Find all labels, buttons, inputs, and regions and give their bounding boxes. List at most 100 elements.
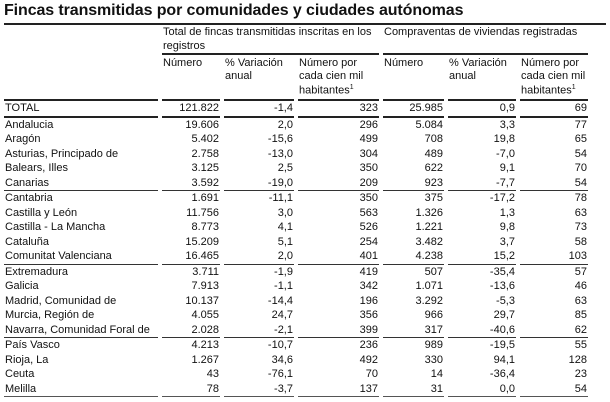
cell-value: 85 xyxy=(574,309,587,322)
cell-value: 2.758 xyxy=(191,147,219,160)
cell-value: -14,4 xyxy=(267,294,293,307)
cell-value: 7.913 xyxy=(191,280,219,293)
cell-value: 3.592 xyxy=(162,176,220,192)
cell-value: 19,8 xyxy=(493,133,515,146)
cell-value: 15.209 xyxy=(185,235,219,248)
table-row: Comunitat Valenciana 16.465 2,0 401 4.238 15,… xyxy=(4,249,588,265)
subheader-label: % Variación anual xyxy=(449,57,507,82)
cell-value: 15,2 xyxy=(448,249,516,265)
cell-value: 350 xyxy=(359,162,378,175)
cell-value: 63 xyxy=(574,206,587,219)
cell-value: 317 xyxy=(383,323,444,339)
region-name: Comunitat Valenciana xyxy=(4,249,158,265)
table-row: Asturias, Principado de 2.758 -13,0 304 489 -… xyxy=(4,147,588,162)
subheader-label: Número xyxy=(384,57,424,69)
cell-value: 34,6 xyxy=(271,353,293,366)
region-name: TOTAL xyxy=(4,101,158,118)
cell-value: 254 xyxy=(359,235,378,248)
table-row: Melilla 78 -3,7 137 31 0,0 54 xyxy=(4,382,588,398)
cell-value: 2,0 xyxy=(277,118,293,131)
cell-value: 989 xyxy=(424,339,443,352)
cell-value: 330 xyxy=(424,353,443,366)
region-name: Navarra, Comunidad Foral de xyxy=(4,323,158,339)
cell-value: -19,5 xyxy=(489,339,515,352)
cell-value: 128 xyxy=(568,353,587,366)
cell-value: -11,1 xyxy=(268,192,293,205)
region-name: Murcia, Región de xyxy=(5,309,95,322)
cell-value: 419 xyxy=(359,265,378,278)
cell-value: 296 xyxy=(359,118,378,131)
cell-value: 2.028 xyxy=(162,323,220,339)
cell-value: 492 xyxy=(359,353,378,366)
cell-value: 526 xyxy=(359,221,378,234)
cell-value: -15,6 xyxy=(267,133,293,146)
cell-value: 65 xyxy=(574,133,587,146)
region-name: Melilla xyxy=(4,382,158,398)
region-name: Ceuta xyxy=(5,368,35,381)
subheader-variacion: % Variación anual xyxy=(224,55,294,102)
cell-value: 57 xyxy=(574,265,587,278)
table-row: Cataluña 15.209 5,1 254 3.482 3,7 58 xyxy=(4,235,588,250)
cell-value: -35,4 xyxy=(489,265,515,278)
table-row: País Vasco 4.213 -10,7 236 989 -19,5 55 xyxy=(4,338,588,353)
cell-value: 121.822 xyxy=(162,101,220,118)
cell-value: -13,6 xyxy=(489,280,515,293)
cell-value: 966 xyxy=(424,309,443,322)
cell-value: 399 xyxy=(298,323,379,339)
subheader-por-cien-mil: Número por cada cien mil habitantes1 xyxy=(298,55,379,102)
cell-value: 9,8 xyxy=(499,221,515,234)
table-row: Castilla y León 11.756 3,0 563 1.326 1,3 63 xyxy=(4,206,588,221)
table-row: Rioja, La 1.267 34,6 492 330 94,1 128 xyxy=(4,353,588,368)
cell-value: 70 xyxy=(365,368,378,381)
subheader-label: Número por cada cien mil habitantes xyxy=(521,57,586,97)
cell-value: 1.071 xyxy=(415,280,443,293)
group-header-compraventas: Compraventas de viviendas registradas xyxy=(383,26,588,55)
cell-value: 19.606 xyxy=(185,118,219,131)
cell-value: 1,3 xyxy=(499,206,515,219)
cell-value: -1,1 xyxy=(274,280,293,293)
region-name: Extremadura xyxy=(5,265,68,278)
cell-value: 14 xyxy=(430,368,443,381)
subheader-row: Número % Variación anual Número por cada c… xyxy=(4,55,588,102)
cell-value: 54 xyxy=(520,382,588,398)
data-table: Total de fincas transmitidas inscritas e… xyxy=(0,26,592,398)
cell-value: 356 xyxy=(359,309,378,322)
table-row: Murcia, Región de 4.055 24,7 356 966 29,7 85 xyxy=(4,308,588,323)
table-row: Galicia 7.913 -1,1 342 1.071 -13,6 46 xyxy=(4,279,588,294)
page-title: Fincas transmitidas por comunidades y ci… xyxy=(4,2,464,19)
cell-value: 350 xyxy=(359,192,378,205)
cell-value: 304 xyxy=(359,147,378,160)
cell-value: 323 xyxy=(298,101,379,118)
table-row: Andalucia 19.606 2,0 296 5.084 3,3 77 xyxy=(4,118,588,133)
cell-value: 4.213 xyxy=(191,339,219,352)
region-name: Madrid, Comunidad de xyxy=(5,294,117,307)
region-name: Rioja, La xyxy=(5,353,49,366)
cell-value: -3,7 xyxy=(224,382,294,398)
cell-value: 375 xyxy=(424,192,443,205)
cell-value: -17,2 xyxy=(489,192,515,205)
cell-value: 63 xyxy=(574,294,587,307)
cell-value: 196 xyxy=(359,294,378,307)
cell-value: 31 xyxy=(383,382,444,398)
cell-value: 3.125 xyxy=(191,162,219,175)
cell-value: -40,6 xyxy=(448,323,516,339)
subheader-por-cien-mil: Número por cada cien mil habitantes1 xyxy=(520,55,588,102)
cell-value: 54 xyxy=(574,147,587,160)
cell-value: 5,1 xyxy=(277,235,293,248)
cell-value: 1.267 xyxy=(191,353,219,366)
region-name: Castilla y León xyxy=(5,206,78,219)
cell-value: 708 xyxy=(424,133,443,146)
table-row: Castilla - La Mancha 8.773 4,1 526 1.221 9,8 7… xyxy=(4,220,588,235)
cell-value: -1,9 xyxy=(274,265,293,278)
cell-value: 62 xyxy=(520,323,588,339)
region-name: Aragón xyxy=(5,133,41,146)
region-name: Castilla - La Mancha xyxy=(5,221,106,234)
cell-value: 24,7 xyxy=(271,309,293,322)
region-name: Canarias xyxy=(4,176,158,192)
cell-value: 25.985 xyxy=(383,101,444,118)
cell-value: 1.326 xyxy=(415,206,443,219)
table-row: Ceuta 43 -76,1 70 14 -36,4 23 xyxy=(4,367,588,382)
cell-value: 78 xyxy=(162,382,220,398)
region-name: Balears, Illes xyxy=(5,162,68,175)
table-row: Madrid, Comunidad de 10.137 -14,4 196 3.292 -… xyxy=(4,294,588,309)
